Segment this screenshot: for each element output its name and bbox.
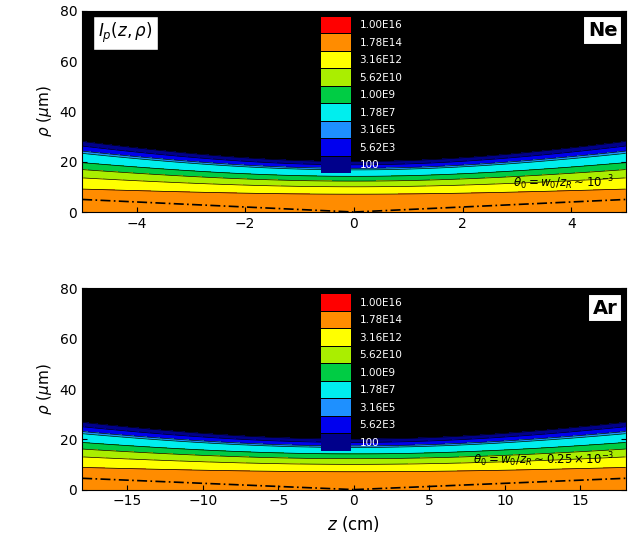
Text: 5.62E3: 5.62E3 [360, 420, 396, 430]
Text: Ne: Ne [588, 21, 617, 40]
Bar [321, 17, 351, 33]
Text: 1.00E9: 1.00E9 [360, 368, 396, 378]
Point [349, 485, 359, 494]
Bar [321, 417, 351, 434]
Text: $\theta_0=w_0/z_R\sim0.25\times10^{-3}$: $\theta_0=w_0/z_R\sim0.25\times10^{-3}$ [473, 451, 615, 469]
X-axis label: $z$ (cm): $z$ (cm) [327, 514, 380, 534]
Bar [321, 104, 351, 121]
Text: 3.16E12: 3.16E12 [360, 55, 403, 65]
Text: 1.78E14: 1.78E14 [360, 38, 403, 48]
Text: 1.78E14: 1.78E14 [360, 315, 403, 325]
Text: 5.62E3: 5.62E3 [360, 143, 396, 153]
Point [349, 485, 359, 494]
Text: 1.00E16: 1.00E16 [360, 20, 402, 30]
Point [349, 208, 359, 217]
Bar [321, 435, 351, 451]
Text: 5.62E10: 5.62E10 [360, 73, 402, 83]
Point [349, 208, 359, 217]
Bar [321, 347, 351, 363]
Point [349, 208, 359, 217]
Text: 1.00E9: 1.00E9 [360, 90, 396, 100]
Bar [321, 87, 351, 103]
Point [349, 485, 359, 494]
Bar [321, 70, 351, 86]
Point [349, 485, 359, 494]
Text: 3.16E12: 3.16E12 [360, 333, 403, 343]
Text: 1.00E16: 1.00E16 [360, 298, 402, 308]
Point [349, 485, 359, 494]
Text: 5.62E10: 5.62E10 [360, 350, 402, 360]
Bar [321, 399, 351, 416]
Y-axis label: $\rho$ ($\mu$m): $\rho$ ($\mu$m) [35, 363, 54, 415]
Bar [321, 34, 351, 51]
Bar [321, 312, 351, 329]
Point [349, 208, 359, 217]
Bar [321, 294, 351, 311]
Point [349, 485, 359, 494]
Point [349, 485, 359, 494]
Text: 100: 100 [360, 160, 379, 170]
Text: $I_p(z,\rho)$: $I_p(z,\rho)$ [99, 21, 152, 45]
Point [349, 208, 359, 217]
Text: 100: 100 [360, 438, 379, 448]
Text: 1.78E7: 1.78E7 [360, 108, 396, 118]
Point [349, 208, 359, 217]
Bar [321, 330, 351, 346]
Point [349, 485, 359, 494]
Point [349, 485, 359, 494]
Point [349, 208, 359, 217]
Text: Ar: Ar [593, 299, 617, 318]
Text: 3.16E5: 3.16E5 [360, 125, 396, 135]
Point [349, 208, 359, 217]
Bar [321, 364, 351, 381]
Point [349, 208, 359, 217]
Bar [321, 52, 351, 69]
Point [349, 208, 359, 217]
Text: 1.78E7: 1.78E7 [360, 385, 396, 395]
Text: $\theta_0=w_0/z_R\sim10^{-3}$: $\theta_0=w_0/z_R\sim10^{-3}$ [513, 173, 615, 192]
Bar [321, 157, 351, 174]
Bar [321, 382, 351, 399]
Y-axis label: $\rho$ ($\mu$m): $\rho$ ($\mu$m) [35, 85, 54, 137]
Text: 3.16E5: 3.16E5 [360, 403, 396, 413]
Point [349, 485, 359, 494]
Bar [321, 122, 351, 138]
Bar [321, 139, 351, 156]
